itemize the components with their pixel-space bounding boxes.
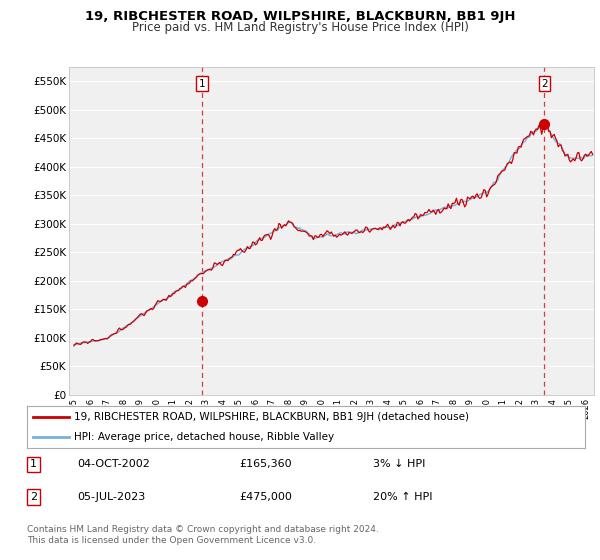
Text: 04-OCT-2002: 04-OCT-2002: [77, 459, 150, 469]
Text: Contains HM Land Registry data © Crown copyright and database right 2024.
This d: Contains HM Land Registry data © Crown c…: [27, 525, 379, 545]
Text: Price paid vs. HM Land Registry's House Price Index (HPI): Price paid vs. HM Land Registry's House …: [131, 21, 469, 34]
Text: 3% ↓ HPI: 3% ↓ HPI: [373, 459, 425, 469]
Text: 1: 1: [30, 459, 37, 469]
Text: 20% ↑ HPI: 20% ↑ HPI: [373, 492, 433, 502]
Text: 1: 1: [199, 78, 205, 88]
Text: 05-JUL-2023: 05-JUL-2023: [77, 492, 145, 502]
Text: £165,360: £165,360: [239, 459, 292, 469]
Text: 19, RIBCHESTER ROAD, WILPSHIRE, BLACKBURN, BB1 9JH (detached house): 19, RIBCHESTER ROAD, WILPSHIRE, BLACKBUR…: [74, 412, 469, 422]
Text: 19, RIBCHESTER ROAD, WILPSHIRE, BLACKBURN, BB1 9JH: 19, RIBCHESTER ROAD, WILPSHIRE, BLACKBUR…: [85, 10, 515, 23]
Text: HPI: Average price, detached house, Ribble Valley: HPI: Average price, detached house, Ribb…: [74, 432, 335, 442]
Text: 2: 2: [541, 78, 548, 88]
Text: £475,000: £475,000: [239, 492, 292, 502]
Text: 2: 2: [30, 492, 37, 502]
